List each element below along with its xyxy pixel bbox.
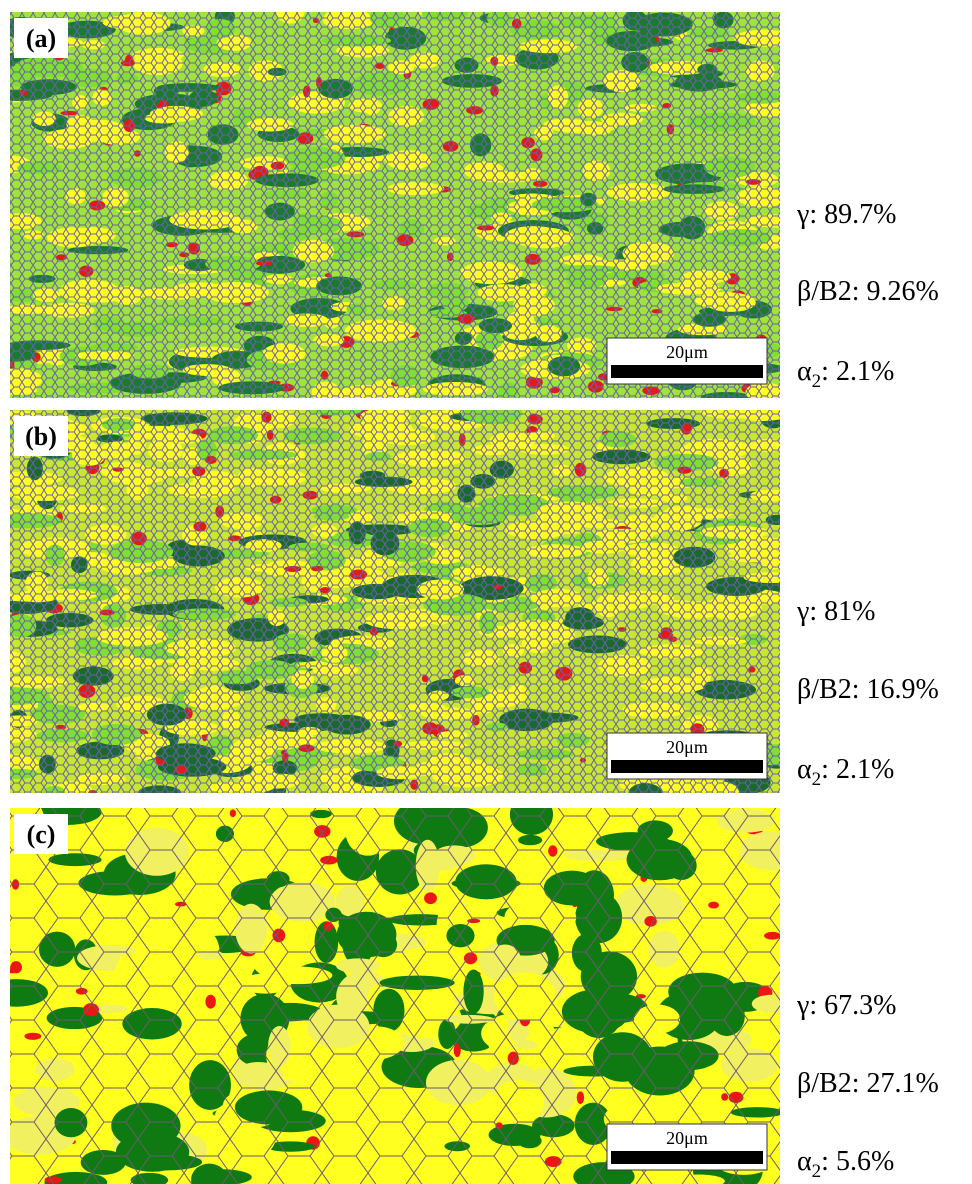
phase-name: α [797, 356, 812, 387]
phase-name: β/B2: 9.26% [797, 276, 939, 307]
phase-fraction: γ: 81% [796, 596, 875, 627]
phase-fraction: β/B2: 27.1% [797, 1068, 939, 1099]
phase-fraction: α2: 5.6% [797, 1146, 894, 1182]
phase-fraction: β/B2: 16.9% [797, 674, 939, 705]
phase-value: : 5.6% [821, 1146, 894, 1177]
phase-fraction: γ: 89.7% [796, 199, 896, 230]
panel-label: (c) [27, 820, 56, 849]
scale-label: 20μm [666, 737, 708, 757]
phase-name: α [797, 1146, 812, 1177]
panel-label: (b) [25, 422, 57, 451]
phase-name: γ: 89.7% [796, 199, 896, 230]
phase-name: β/B2: 16.9% [797, 674, 939, 705]
phase-subscript: 2 [812, 1161, 822, 1182]
phase-subscript: 2 [812, 371, 822, 392]
panel-label: (a) [26, 24, 56, 53]
scale-bar [611, 1151, 763, 1164]
phase-value: : 2.1% [821, 356, 894, 387]
phase-name: γ: 67.3% [796, 990, 896, 1021]
phase-fraction: β/B2: 9.26% [797, 276, 939, 307]
scale-bar [611, 760, 763, 773]
phase-subscript: 2 [812, 769, 822, 790]
scale-bar [611, 365, 763, 378]
phase-fraction: α2: 2.1% [797, 754, 894, 790]
phase-fraction: γ: 67.3% [796, 990, 896, 1021]
scale-label: 20μm [666, 342, 708, 362]
scale-label: 20μm [666, 1128, 708, 1148]
phase-name: β/B2: 27.1% [797, 1068, 939, 1099]
phase-name: α [797, 754, 812, 785]
figure: (a)20μmγ: 89.7%β/B2: 9.26%α2: 2.1%(b)20μ… [0, 0, 972, 1184]
phase-value: : 2.1% [821, 754, 894, 785]
phase-fraction: α2: 2.1% [797, 356, 894, 392]
phase-name: γ: 81% [796, 596, 875, 627]
